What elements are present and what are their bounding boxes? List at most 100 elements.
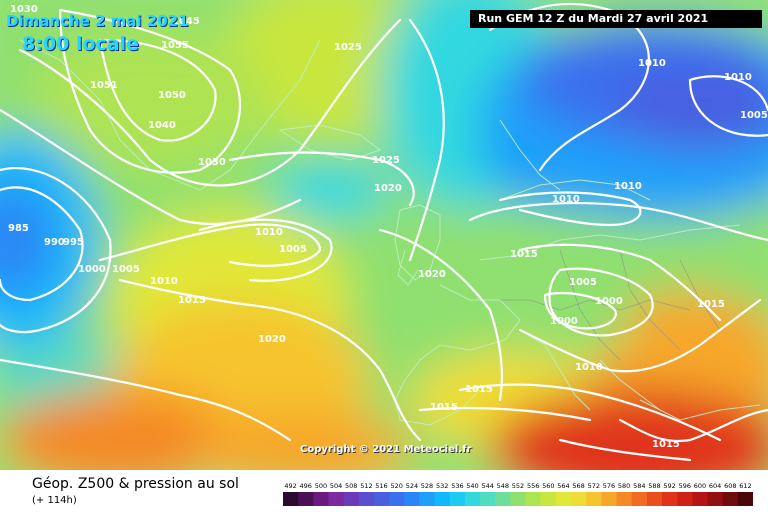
scale-tick-label: 608 bbox=[724, 482, 736, 490]
isobar-label: 1000 bbox=[550, 316, 578, 327]
isobar-label: 1020 bbox=[418, 269, 446, 280]
scale-swatch bbox=[434, 492, 451, 506]
scale-tick-label: 556 bbox=[527, 482, 539, 490]
forecast-time: 8:00 locale bbox=[22, 33, 139, 55]
isobar-label: 1010 bbox=[255, 227, 283, 238]
scale-swatch bbox=[510, 492, 526, 506]
isobar-label: 1015 bbox=[430, 402, 458, 413]
scale-tick-label: 540 bbox=[466, 482, 478, 490]
scale-tick-label: 508 bbox=[345, 482, 357, 490]
scale-tick-label: 600 bbox=[694, 482, 706, 490]
scale-tick-label: 532 bbox=[436, 482, 448, 490]
scale-tick-label: 604 bbox=[709, 482, 721, 490]
scale-swatch bbox=[601, 492, 617, 506]
scale-tick-label: 500 bbox=[315, 482, 327, 490]
scale-swatch bbox=[283, 492, 299, 506]
scale-tick-label: 524 bbox=[406, 482, 418, 490]
scale-swatch bbox=[646, 492, 663, 506]
scale-swatch bbox=[495, 492, 511, 506]
geopotential-field bbox=[0, 0, 768, 470]
isobar-label: 1020 bbox=[374, 183, 402, 194]
scale-swatch bbox=[631, 492, 648, 506]
scale-tick-label: 544 bbox=[481, 482, 493, 490]
scale-tick-label: 568 bbox=[572, 482, 584, 490]
lead-time: (+ 114h) bbox=[32, 495, 77, 506]
scale-swatch bbox=[449, 492, 466, 506]
isobar-label: 1005 bbox=[112, 264, 140, 275]
isobar-label: 1050 bbox=[158, 90, 186, 101]
forecast-date: Dimanche 2 mai 2021 bbox=[6, 12, 189, 30]
scale-swatch bbox=[737, 492, 753, 506]
isobar-label: 1005 bbox=[740, 110, 768, 121]
isobar-label: 1005 bbox=[569, 277, 597, 288]
scale-swatch bbox=[404, 492, 420, 506]
color-scale: 492 496 500 504 508 512 516 520 524 528 532 536 540 5… bbox=[283, 482, 753, 506]
isobar-label: 1005 bbox=[279, 244, 307, 255]
scale-tick-label: 576 bbox=[603, 482, 615, 490]
scale-swatch bbox=[480, 492, 496, 506]
isobar-label: 1020 bbox=[258, 334, 286, 345]
scale-swatch bbox=[328, 492, 344, 506]
scale-tick-label: 492 bbox=[284, 482, 296, 490]
scale-tick-label: 612 bbox=[739, 482, 751, 490]
isobar-label: 995 bbox=[63, 237, 84, 248]
scale-swatch bbox=[389, 492, 405, 506]
scale-tick-label: 512 bbox=[360, 482, 372, 490]
scale-tick-label: 536 bbox=[451, 482, 463, 490]
scale-swatch bbox=[525, 492, 542, 506]
weather-map: 1030 1055 1051 1050 1045 1040 1030 1025 … bbox=[0, 0, 768, 470]
isobar-label: 1015 bbox=[652, 439, 680, 450]
isobar-label: 1015 bbox=[178, 295, 206, 306]
isobar-label: 1025 bbox=[372, 155, 400, 166]
isobar-label: 1051 bbox=[90, 80, 118, 91]
isobar-label: 1010 bbox=[724, 72, 752, 83]
scale-tick-label: 560 bbox=[542, 482, 554, 490]
scale-swatch bbox=[464, 492, 481, 506]
isobar-label: 1010 bbox=[150, 276, 178, 287]
scale-swatch bbox=[419, 492, 435, 506]
isobars bbox=[0, 2, 768, 462]
isobar-label: 1015 bbox=[510, 249, 538, 260]
scale-swatch bbox=[571, 492, 587, 506]
scale-swatch bbox=[540, 492, 557, 506]
isobar-label: 1040 bbox=[148, 120, 176, 131]
scale-tick-label: 572 bbox=[588, 482, 600, 490]
scale-tick-label: 496 bbox=[299, 482, 311, 490]
scale-swatch bbox=[298, 492, 314, 506]
scale-swatch bbox=[692, 492, 708, 506]
scale-swatch bbox=[343, 492, 360, 506]
isobar-label: 1030 bbox=[10, 4, 38, 15]
scale-swatch bbox=[707, 492, 723, 506]
isobar-label: 1010 bbox=[614, 181, 642, 192]
isobar-label: 1000 bbox=[78, 264, 106, 275]
isobar-labels: 1030 1055 1051 1050 1045 1040 1030 1025 … bbox=[8, 4, 768, 450]
scale-tick-label: 584 bbox=[633, 482, 645, 490]
scale-swatch bbox=[374, 492, 390, 506]
scale-swatch bbox=[586, 492, 602, 506]
scale-swatch bbox=[722, 492, 739, 506]
scale-tick-label: 504 bbox=[330, 482, 342, 490]
scale-tick-label: 548 bbox=[497, 482, 509, 490]
scale-swatch bbox=[358, 492, 375, 506]
product-title: Géop. Z500 & pression au sol bbox=[32, 476, 239, 492]
scale-tick-label: 580 bbox=[618, 482, 630, 490]
isobar-label: 1025 bbox=[334, 42, 362, 53]
isobar-label: 1015 bbox=[465, 384, 493, 395]
copyright-notice: Copyright © 2021 Meteociel.fr bbox=[300, 444, 472, 455]
scale-swatch bbox=[616, 492, 632, 506]
isobar-label: 1010 bbox=[552, 194, 580, 205]
scale-swatch bbox=[313, 492, 329, 506]
scale-tick-label: 564 bbox=[557, 482, 569, 490]
isobar-label: 990 bbox=[44, 237, 65, 248]
isobar-label: 1055 bbox=[161, 40, 189, 51]
scale-tick-label: 528 bbox=[421, 482, 433, 490]
scale-swatch bbox=[677, 492, 693, 506]
scale-tick-label: 520 bbox=[390, 482, 402, 490]
scale-tick-label: 552 bbox=[512, 482, 524, 490]
scale-tick-label: 596 bbox=[679, 482, 691, 490]
scale-swatch bbox=[555, 492, 572, 506]
scale-swatch bbox=[662, 492, 678, 506]
isobar-label: 1010 bbox=[575, 362, 603, 373]
scale-tick-label: 516 bbox=[375, 482, 387, 490]
